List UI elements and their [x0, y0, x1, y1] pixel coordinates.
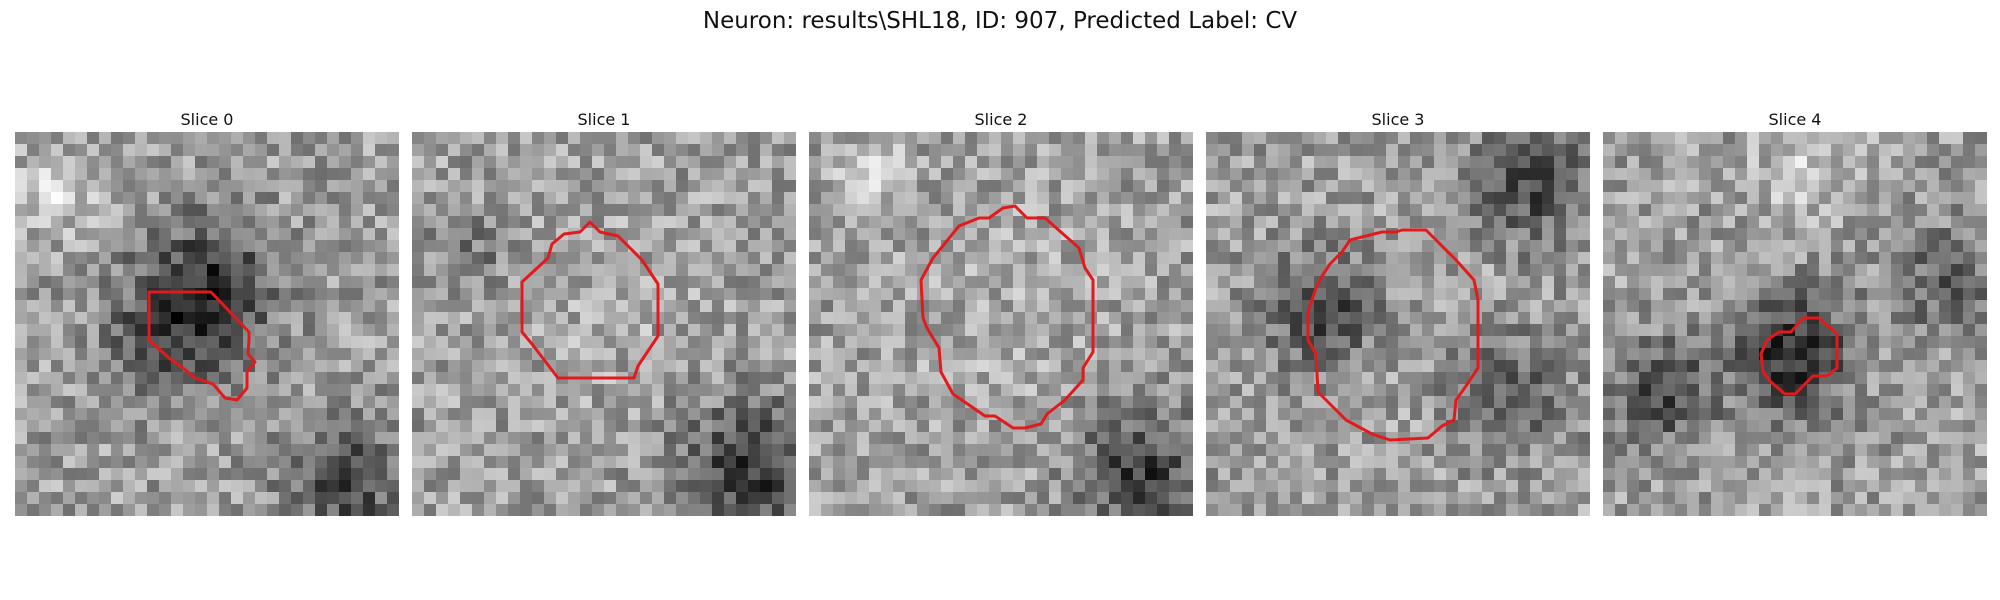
slice-image-3	[1206, 132, 1590, 516]
slice-image-2	[809, 132, 1193, 516]
slice-image-1	[412, 132, 796, 516]
pixel-grid	[809, 132, 1193, 516]
slice-title-2: Slice 2	[974, 110, 1028, 129]
slice-panel-4: Slice 4	[1603, 108, 1987, 516]
roi-contour	[919, 204, 1095, 430]
roi-contour	[147, 290, 257, 402]
pixel-grid	[1206, 132, 1590, 516]
slice-image-4	[1603, 132, 1987, 516]
pixel-grid	[1603, 132, 1987, 516]
slice-panel-0: Slice 0	[15, 108, 399, 516]
roi-contour	[520, 220, 660, 380]
slice-panel-1: Slice 1	[412, 108, 796, 516]
pixel-grid	[15, 132, 399, 516]
slice-title-4: Slice 4	[1768, 110, 1822, 129]
slice-title-3: Slice 3	[1371, 110, 1425, 129]
roi-contour	[1306, 228, 1480, 442]
slice-panel-2: Slice 2	[809, 108, 1193, 516]
slice-panel-3: Slice 3	[1206, 108, 1590, 516]
roi-contour	[1759, 316, 1839, 396]
slice-title-0: Slice 0	[180, 110, 234, 129]
slice-image-0	[15, 132, 399, 516]
pixel-grid	[412, 132, 796, 516]
figure-title: Neuron: results\SHL18, ID: 907, Predicte…	[702, 8, 1298, 34]
slice-title-1: Slice 1	[577, 110, 631, 129]
